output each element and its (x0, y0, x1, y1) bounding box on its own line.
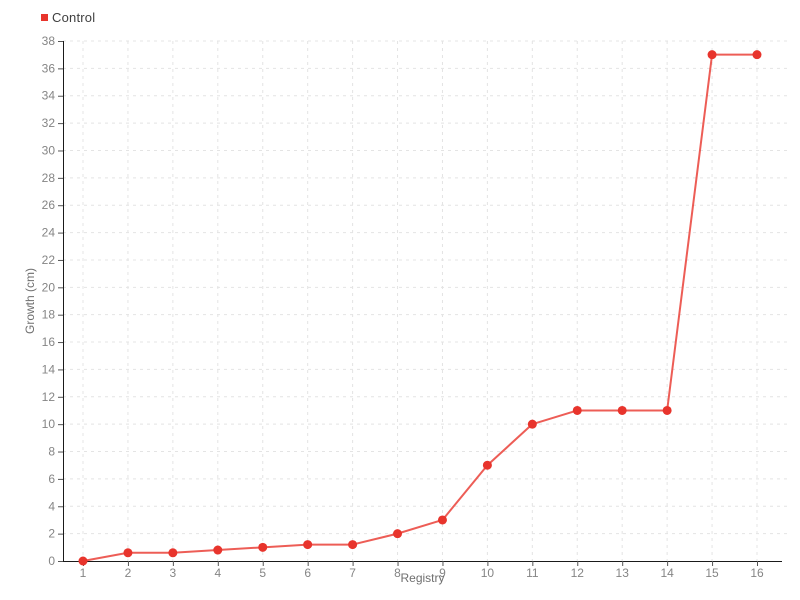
data-point[interactable] (168, 548, 178, 558)
data-point[interactable] (752, 50, 762, 60)
y-tick-label: 32 (42, 116, 56, 130)
data-point[interactable] (348, 540, 358, 550)
x-tick-label: 3 (170, 566, 177, 580)
y-tick-label: 6 (48, 472, 55, 486)
data-point[interactable] (572, 405, 582, 415)
x-tick-label: 5 (259, 566, 266, 580)
y-tick-label: 34 (42, 89, 56, 103)
x-tick-label: 8 (394, 566, 401, 580)
data-point[interactable] (437, 515, 447, 525)
y-tick-label: 22 (42, 253, 56, 267)
x-axis-title: Registry (400, 571, 445, 585)
x-tick-label: 15 (705, 566, 719, 580)
x-tick-label: 4 (214, 566, 221, 580)
data-point[interactable] (393, 529, 403, 539)
legend: Control (41, 10, 95, 25)
y-tick-label: 8 (48, 445, 55, 459)
y-axis-title: Growth (cm) (23, 268, 37, 334)
y-tick-label: 30 (42, 143, 56, 157)
legend-swatch-control[interactable] (41, 14, 48, 21)
y-tick-label: 18 (42, 308, 56, 322)
data-point[interactable] (123, 548, 133, 558)
legend-label-control: Control (52, 10, 96, 25)
series-line (82, 53, 757, 562)
x-tick-label: 9 (439, 566, 446, 580)
x-tick-label: 7 (349, 566, 356, 580)
y-tick-label: 4 (48, 499, 55, 513)
data-point[interactable] (303, 540, 313, 550)
data-point[interactable] (617, 405, 627, 415)
x-tick-label: 2 (125, 566, 132, 580)
y-tick-label: 26 (42, 198, 56, 212)
x-tick-label: 14 (660, 566, 674, 580)
y-tick-label: 16 (42, 335, 56, 349)
y-tick-label: 36 (42, 61, 56, 75)
y-tick-label: 10 (42, 417, 56, 431)
x-tick-label: 11 (526, 566, 539, 580)
y-tick-label: 24 (42, 226, 56, 240)
y-tick-label: 0 (48, 554, 55, 568)
y-tick-label: 14 (42, 362, 56, 376)
x-tick-label: 6 (304, 566, 311, 580)
x-tick-label: 16 (750, 566, 764, 580)
y-tick-label: 12 (42, 390, 56, 404)
data-point[interactable] (78, 556, 88, 566)
data-point[interactable] (258, 542, 268, 552)
data-point[interactable] (707, 50, 717, 60)
y-tick-label: 28 (42, 171, 56, 185)
data-point[interactable] (213, 545, 223, 555)
y-tick-label: 38 (42, 34, 56, 48)
data-point[interactable] (482, 460, 492, 470)
x-tick-label: 12 (571, 566, 585, 580)
x-tick-label: 1 (80, 566, 87, 580)
data-point[interactable] (662, 405, 672, 415)
data-point[interactable] (527, 419, 537, 429)
x-tick-label: 13 (616, 566, 630, 580)
y-tick-label: 20 (42, 280, 56, 294)
y-tick-label: 2 (48, 527, 55, 541)
x-tick-label: 10 (481, 566, 495, 580)
